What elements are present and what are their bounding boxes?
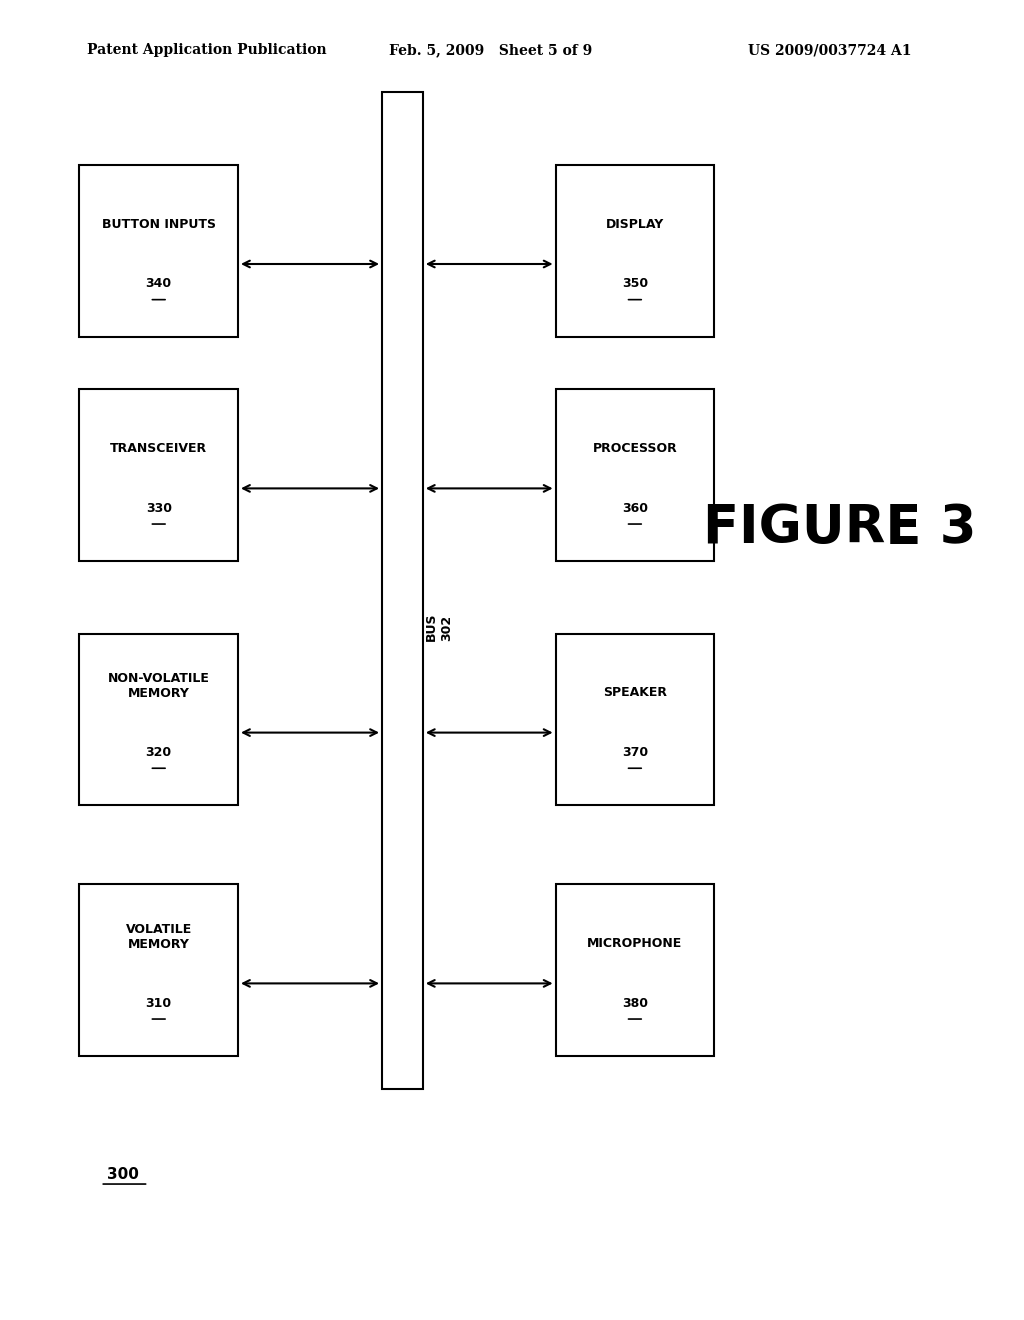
Text: VOLATILE
MEMORY: VOLATILE MEMORY — [126, 923, 191, 952]
Text: DISPLAY: DISPLAY — [606, 218, 664, 231]
Text: Patent Application Publication: Patent Application Publication — [87, 44, 327, 57]
FancyBboxPatch shape — [80, 165, 238, 337]
Text: FIGURE 3: FIGURE 3 — [702, 502, 977, 554]
FancyBboxPatch shape — [555, 634, 715, 805]
Text: 300: 300 — [106, 1167, 139, 1183]
Text: NON-VOLATILE
MEMORY: NON-VOLATILE MEMORY — [108, 672, 210, 701]
Text: MICROPHONE: MICROPHONE — [587, 937, 683, 950]
FancyBboxPatch shape — [382, 92, 423, 1089]
FancyBboxPatch shape — [555, 389, 715, 561]
Text: 340: 340 — [145, 277, 172, 290]
Text: BUS
302: BUS 302 — [425, 612, 453, 642]
FancyBboxPatch shape — [80, 389, 238, 561]
Text: 330: 330 — [145, 502, 172, 515]
Text: PROCESSOR: PROCESSOR — [593, 442, 677, 455]
Text: 350: 350 — [622, 277, 648, 290]
FancyBboxPatch shape — [80, 884, 238, 1056]
Text: 380: 380 — [622, 997, 648, 1010]
FancyBboxPatch shape — [80, 634, 238, 805]
Text: TRANSCEIVER: TRANSCEIVER — [111, 442, 207, 455]
Text: 320: 320 — [145, 746, 172, 759]
Text: 370: 370 — [622, 746, 648, 759]
Text: 360: 360 — [622, 502, 648, 515]
Text: Feb. 5, 2009   Sheet 5 of 9: Feb. 5, 2009 Sheet 5 of 9 — [389, 44, 592, 57]
FancyBboxPatch shape — [555, 884, 715, 1056]
Text: BUTTON INPUTS: BUTTON INPUTS — [101, 218, 216, 231]
Text: SPEAKER: SPEAKER — [603, 686, 667, 700]
Text: US 2009/0037724 A1: US 2009/0037724 A1 — [748, 44, 911, 57]
FancyBboxPatch shape — [555, 165, 715, 337]
Text: 310: 310 — [145, 997, 172, 1010]
